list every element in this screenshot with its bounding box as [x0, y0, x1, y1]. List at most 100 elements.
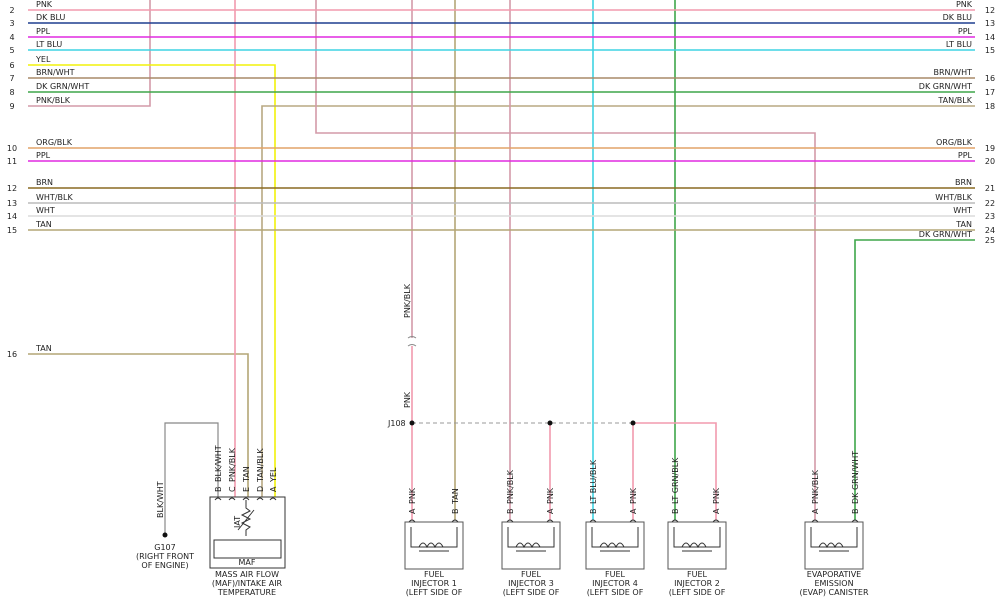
left-pin: 6: [9, 61, 14, 70]
left-pin: 2: [9, 6, 14, 15]
ground-name: G107: [154, 543, 175, 552]
pin-letter: B: [451, 509, 460, 515]
pin-letter: C: [228, 486, 237, 492]
left-pin: 14: [7, 212, 17, 221]
pin-letter: A: [269, 486, 278, 492]
pin-wire-label: PNK/BLK: [228, 447, 237, 482]
component-name: FUEL: [521, 570, 542, 579]
component-name: INJECTOR 2: [674, 579, 720, 588]
coil: [591, 527, 639, 552]
ground-name: (RIGHT FRONT: [136, 552, 194, 561]
pin-letter: A: [811, 508, 820, 514]
pin-letter: B: [506, 509, 515, 515]
left-pin: 11: [7, 157, 17, 166]
right-pin: 23: [985, 212, 995, 221]
component-name: FUEL: [687, 570, 708, 579]
pin-terminal: [269, 497, 277, 501]
right-pin: 16: [985, 74, 995, 83]
right-pin: 19: [985, 144, 995, 153]
pin-terminal: [851, 519, 859, 523]
pin-wire-label: TAN/BLK: [256, 448, 265, 483]
splice-label: J108: [387, 419, 406, 428]
pin-terminal: [451, 519, 459, 523]
maf-name: TEMPERATURE: [217, 588, 276, 597]
left-wire-label: ORG/BLK: [36, 138, 73, 147]
left-pin: 9: [9, 102, 14, 111]
pin-wire-label: PNK: [408, 487, 417, 504]
left-pin: 4: [9, 33, 14, 42]
right-wire-label: TAN/BLK: [937, 96, 972, 105]
ground-wire-label: BLK/WHT: [156, 481, 165, 518]
pin-wire-label: TAN: [451, 488, 460, 505]
component-name: EMISSION: [814, 579, 853, 588]
pin-letter: B: [671, 509, 680, 515]
left-wire-label: TAN: [35, 220, 52, 229]
pin-wire-label: YEL: [269, 467, 278, 483]
component-name: FUEL: [605, 570, 626, 579]
right-wire-label: BRN/WHT: [933, 68, 972, 77]
wire: [28, 0, 151, 107]
right-pin: 14: [985, 33, 995, 42]
splice-dot: [409, 420, 415, 426]
left-wire-label: LT BLU: [36, 40, 62, 49]
iat-label: IAT: [233, 516, 242, 528]
coil: [410, 527, 458, 552]
left-pin: 16: [7, 350, 17, 359]
pin-letter: A: [629, 508, 638, 514]
pin-wire-label: PNK/BLK: [506, 469, 515, 504]
right-wire-label: DK GRN/WHT: [919, 82, 972, 91]
left-wire-label: TAN: [35, 344, 52, 353]
pin-terminal: [811, 519, 819, 523]
pin-letter: A: [408, 508, 417, 514]
left-pin: 8: [9, 88, 14, 97]
left-pin: 13: [7, 199, 17, 208]
component-name: (LEFT SIDE OF: [503, 588, 560, 597]
left-wire-label: BRN: [36, 178, 53, 187]
pin-terminal: [589, 519, 597, 523]
right-wire-label: TAN: [955, 220, 972, 229]
pin-terminal: [242, 497, 250, 501]
pin-terminal: [256, 497, 264, 501]
left-pin: 15: [7, 226, 17, 235]
coil: [673, 527, 721, 552]
right-wire-label: DK GRN/WHT: [919, 230, 972, 239]
right-wire-label: ORG/BLK: [936, 138, 973, 147]
right-wire-label: LT BLU: [946, 40, 972, 49]
pin-letter: A: [712, 508, 721, 514]
pin-letter: D: [256, 486, 265, 492]
pin-wire-label: PNK: [546, 487, 555, 504]
component-name: INJECTOR 1: [411, 579, 457, 588]
splice-dot: [547, 420, 553, 426]
left-wire-label: DK BLU: [36, 13, 65, 22]
wire: [633, 422, 717, 520]
pin-terminal: [228, 497, 236, 501]
pin-letter: A: [546, 508, 555, 514]
pin-terminal: [408, 519, 416, 523]
wire-break: [407, 336, 417, 347]
pin-letter: B: [214, 487, 223, 493]
pin-terminal: [712, 519, 720, 523]
right-pin: 21: [985, 184, 995, 193]
right-wire-label: PPL: [958, 27, 973, 36]
component-name: (EVAP) CANISTER: [799, 588, 869, 597]
wire: [28, 64, 276, 500]
pin-wire-label: PNK: [629, 487, 638, 504]
left-wire-label: YEL: [35, 55, 51, 64]
left-wire-label: WHT/BLK: [36, 193, 73, 202]
right-pin: 15: [985, 46, 995, 55]
right-wire-label: PNK: [956, 0, 973, 9]
ground-dot: [162, 532, 168, 538]
right-pin: 17: [985, 88, 995, 97]
pin-wire-label: PNK: [712, 487, 721, 504]
component-name: (LEFT SIDE OF: [406, 588, 463, 597]
pin-letter: B: [589, 509, 598, 515]
left-wire-label: BRN/WHT: [36, 68, 75, 77]
maf-inner-label: MAF: [239, 558, 256, 567]
left-pin: 3: [9, 19, 14, 28]
left-pin: 12: [7, 184, 17, 193]
component-name: INJECTOR 3: [508, 579, 554, 588]
pin-letter: B: [851, 509, 860, 515]
right-wire-label: PPL: [958, 151, 973, 160]
pin-terminal: [214, 497, 222, 501]
